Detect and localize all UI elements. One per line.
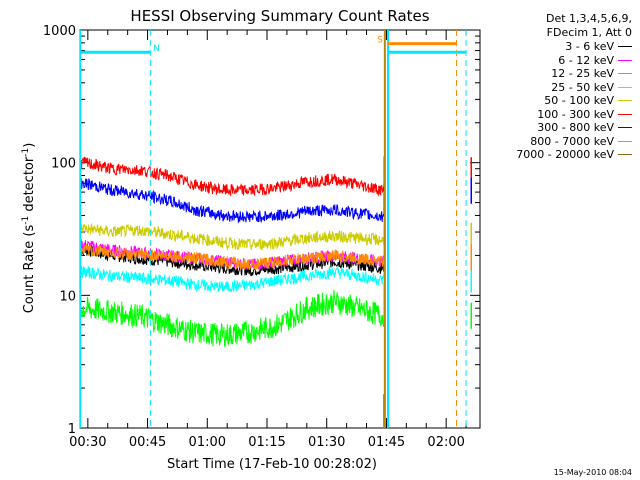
legend-item: 7000 - 20000 keV <box>482 148 632 162</box>
series-4 <box>80 222 385 251</box>
series-1 <box>80 239 385 271</box>
legend-swatch <box>618 59 632 61</box>
legend-swatch <box>618 73 632 75</box>
legend-item: 800 - 7000 keV <box>482 135 632 149</box>
x-tick-label: 01:00 <box>189 435 226 450</box>
legend-item: 25 - 50 keV <box>482 81 632 95</box>
legend-item: 50 - 100 keV <box>482 94 632 108</box>
legend-swatch <box>618 100 632 102</box>
legend-label: 3 - 6 keV <box>565 40 614 54</box>
flag-label-N: N <box>153 44 160 54</box>
legend-swatch <box>618 127 632 129</box>
legend-label: 25 - 50 keV <box>551 80 614 94</box>
legend-label: 6 - 12 keV <box>558 53 614 67</box>
axes: 1 10 100 1000 00:30 00:45 01:00 01:15 01:30 01:45… <box>43 24 481 450</box>
y-axis-label: Count Rate (s-1 detector-1) <box>21 143 37 314</box>
legend-label: 50 - 100 keV <box>544 94 614 108</box>
legend-swatch <box>618 154 632 156</box>
legend-item: 300 - 800 keV <box>482 121 632 135</box>
legend-label: 800 - 7000 keV <box>530 134 614 148</box>
legend-item: 6 - 12 keV <box>482 54 632 68</box>
series-group <box>80 156 472 428</box>
chart-title: HESSI Observing Summary Count Rates <box>130 7 429 25</box>
x-tick-label: 01:15 <box>248 435 285 450</box>
series-7 <box>80 244 385 271</box>
flag-label-S: S <box>377 36 383 46</box>
legend-label: 300 - 800 keV <box>537 121 614 135</box>
legend-item: 12 - 25 keV <box>482 67 632 81</box>
legend-swatch <box>618 113 632 115</box>
x-tick-label: 00:45 <box>129 435 166 450</box>
y-tick-label: 1 <box>68 422 76 437</box>
legend-label: 7000 - 20000 keV <box>516 148 614 162</box>
legend-label: 100 - 300 keV <box>537 107 614 121</box>
legend-swatch <box>618 140 632 142</box>
x-tick-label: 02:00 <box>427 435 464 450</box>
series-2 <box>80 289 385 348</box>
legend-swatch <box>618 46 632 48</box>
x-axis-label: Start Time (17-Feb-10 00:28:02) <box>167 457 377 472</box>
series-5 <box>80 156 385 197</box>
legend-label: 12 - 25 keV <box>551 67 614 81</box>
legend-header-line-1: Det 1,3,4,5,6,9, <box>545 12 632 25</box>
series-6 <box>80 178 385 224</box>
x-tick-label: 01:30 <box>308 435 345 450</box>
legend-header-line-2: FDecim 1, Att 0 <box>546 26 632 39</box>
timestamp: 15-May-2010 08:04 <box>553 468 632 477</box>
y-tick-label: 1000 <box>43 24 76 39</box>
legend-item: 3 - 6 keV <box>482 40 632 54</box>
x-tick-label: 00:30 <box>69 435 106 450</box>
flags-group: NS <box>79 30 467 428</box>
y-tick-label: 100 <box>51 157 76 172</box>
legend-swatch <box>618 86 632 88</box>
series-3 <box>80 265 385 293</box>
legend-item: 100 - 300 keV <box>482 108 632 122</box>
legend: Det 1,3,4,5,6,9, FDecim 1, Att 0 3 - 6 k… <box>482 12 632 162</box>
y-tick-label: 10 <box>59 289 76 304</box>
x-tick-label: 01:45 <box>368 435 405 450</box>
